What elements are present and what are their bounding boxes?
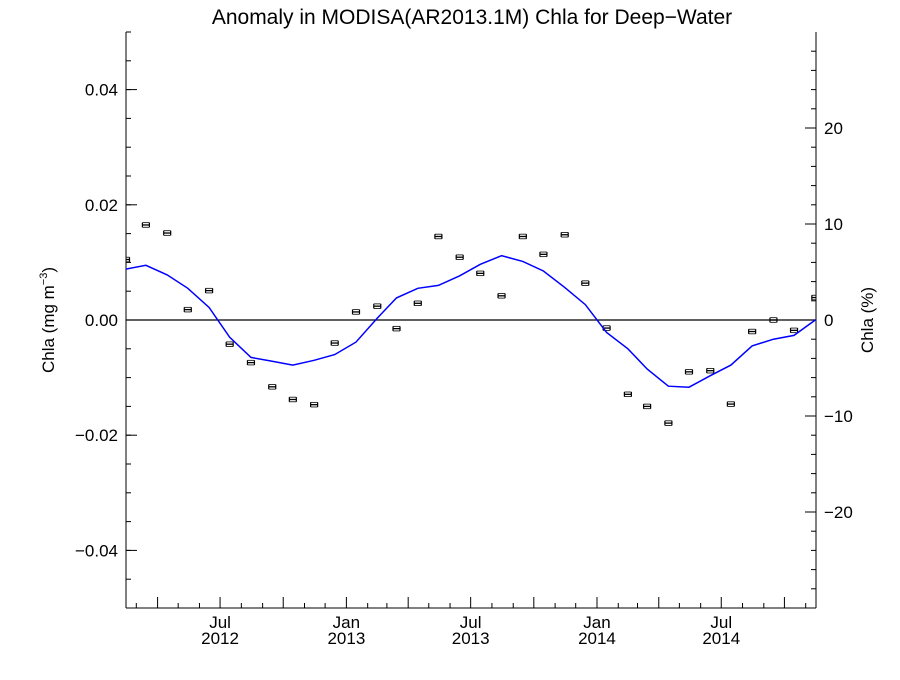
anomaly-point xyxy=(540,252,547,257)
anomaly-point xyxy=(331,341,338,346)
x-tick-label-year: 2012 xyxy=(201,629,239,648)
left-tick-label: 0.04 xyxy=(85,81,118,100)
anomaly-point xyxy=(311,402,318,407)
anomaly-point xyxy=(142,223,149,228)
anomaly-point xyxy=(435,234,442,239)
anomaly-point xyxy=(226,342,233,347)
plot-area xyxy=(123,223,861,426)
anomaly-point xyxy=(519,234,526,239)
left-tick-label: −0.02 xyxy=(75,426,118,445)
anomaly-point xyxy=(456,255,463,260)
percent-anomaly-line xyxy=(126,256,857,388)
anomaly-point xyxy=(707,368,714,373)
left-y-axis-title-close: ) xyxy=(39,267,58,273)
anomaly-point xyxy=(353,310,360,315)
anomaly-points xyxy=(123,223,861,426)
anomaly-point xyxy=(812,295,819,300)
anomaly-point xyxy=(414,301,421,306)
right-y-axis-title: Chla (%) xyxy=(858,287,877,353)
anomaly-point xyxy=(582,281,589,286)
anomaly-point xyxy=(749,329,756,334)
anomaly-point xyxy=(206,288,213,293)
x-tick-label-year: 2014 xyxy=(578,629,616,648)
chart-title: Anomaly in MODISA(AR2013.1M) Chla for De… xyxy=(212,6,732,29)
series-line xyxy=(126,256,857,388)
left-y-axis-title: Chla (mg m−3) xyxy=(38,267,58,373)
anomaly-point xyxy=(184,307,191,312)
right-tick-label: 20 xyxy=(824,119,843,138)
anomaly-point xyxy=(164,231,171,236)
anomaly-point xyxy=(770,318,777,323)
anomaly-point xyxy=(247,360,254,365)
anomaly-point xyxy=(791,328,798,333)
anomaly-point xyxy=(644,404,651,409)
anomaly-point xyxy=(498,294,505,299)
anomaly-point xyxy=(289,397,296,402)
anomaly-point xyxy=(477,271,484,276)
right-tick-label: −10 xyxy=(824,407,853,426)
anomaly-point xyxy=(624,392,631,397)
anomaly-point xyxy=(374,304,381,309)
left-y-axis-title-superscript: −3 xyxy=(38,273,50,286)
left-tick-label: 0.02 xyxy=(85,196,118,215)
anomaly-point xyxy=(727,402,734,407)
anomaly-point xyxy=(665,421,672,426)
right-tick-label: 0 xyxy=(824,311,833,330)
anomaly-point xyxy=(685,370,692,375)
right-tick-label: −20 xyxy=(824,503,853,522)
anomaly-point xyxy=(393,326,400,331)
left-tick-label: 0.00 xyxy=(85,311,118,330)
left-tick-label: −0.04 xyxy=(75,541,118,560)
anomaly-point xyxy=(269,385,276,390)
left-y-axis-title-main: Chla (mg m xyxy=(39,285,58,373)
x-tick-label-year: 2014 xyxy=(702,629,740,648)
x-tick-label-year: 2013 xyxy=(327,629,365,648)
anomaly-point xyxy=(561,232,568,237)
x-tick-label-year: 2013 xyxy=(452,629,490,648)
right-tick-label: 10 xyxy=(824,215,843,234)
